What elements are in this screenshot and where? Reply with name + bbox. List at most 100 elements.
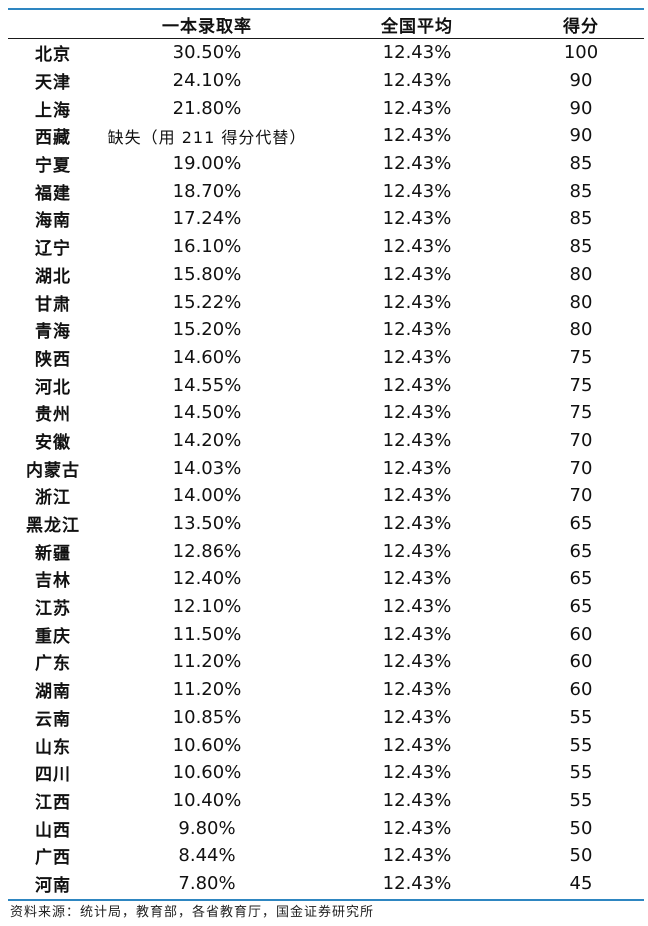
cell-province: 广西 [35, 848, 71, 869]
table-row: 广西 8.44% 12.43% 50 [8, 842, 644, 870]
cell-rate: 10.60% [172, 762, 242, 784]
cell-province: 海南 [35, 211, 71, 232]
cell-average: 12.43% [382, 651, 452, 673]
cell-average: 12.43% [382, 540, 452, 562]
cell-score: 80 [569, 291, 593, 313]
cell-average: 12.43% [382, 457, 452, 479]
cell-rate: 缺失（用 211 得分代替） [107, 127, 307, 147]
cell-score: 80 [569, 263, 593, 285]
cell-province: 河北 [35, 377, 71, 398]
cell-average: 12.43% [382, 817, 452, 839]
cell-average: 12.43% [382, 208, 452, 230]
cell-average: 12.43% [382, 485, 452, 507]
cell-rate: 14.60% [172, 346, 242, 368]
table-top-rule [8, 8, 644, 10]
cell-rate: 8.44% [178, 845, 236, 867]
cell-rate: 14.50% [172, 402, 242, 424]
cell-province: 江西 [35, 792, 71, 813]
cell-province: 山西 [35, 820, 71, 841]
header-average: 全国平均 [381, 16, 453, 37]
cell-average: 12.43% [382, 236, 452, 258]
cell-province: 辽宁 [35, 239, 71, 260]
cell-province: 河南 [35, 875, 71, 896]
cell-province: 山东 [35, 737, 71, 758]
cell-province: 福建 [35, 183, 71, 204]
cell-average: 12.43% [382, 374, 452, 396]
cell-province: 重庆 [35, 626, 71, 647]
cell-province: 青海 [35, 322, 71, 343]
header-score: 得分 [563, 16, 599, 37]
cell-average: 12.43% [382, 319, 452, 341]
cell-average: 12.43% [382, 706, 452, 728]
cell-rate: 7.80% [178, 872, 236, 894]
cell-score: 70 [569, 429, 593, 451]
cell-average: 12.43% [382, 346, 452, 368]
cell-rate: 9.80% [178, 817, 236, 839]
table-row: 浙江 14.00% 12.43% 70 [8, 482, 644, 510]
table-row: 河南 7.80% 12.43% 45 [8, 870, 644, 898]
cell-average: 12.43% [382, 872, 452, 894]
cell-rate: 12.40% [172, 568, 242, 590]
cell-rate: 10.60% [172, 734, 242, 756]
cell-average: 12.43% [382, 125, 452, 147]
cell-score: 55 [569, 789, 593, 811]
table-row: 山东 10.60% 12.43% 55 [8, 731, 644, 759]
cell-score: 75 [569, 402, 593, 424]
table-row: 云南 10.85% 12.43% 55 [8, 704, 644, 732]
cell-province: 浙江 [35, 488, 71, 509]
header-rate: 一本录取率 [162, 16, 252, 37]
table-row: 吉林 12.40% 12.43% 65 [8, 565, 644, 593]
table-row: 福建 18.70% 12.43% 85 [8, 177, 644, 205]
table-row: 海南 17.24% 12.43% 85 [8, 205, 644, 233]
cell-province: 宁夏 [35, 156, 71, 177]
cell-rate: 10.40% [172, 789, 242, 811]
cell-average: 12.43% [382, 291, 452, 313]
cell-average: 12.43% [382, 679, 452, 701]
table-row: 江苏 12.10% 12.43% 65 [8, 593, 644, 621]
table-row: 广东 11.20% 12.43% 60 [8, 648, 644, 676]
cell-score: 75 [569, 374, 593, 396]
table-row: 陕西 14.60% 12.43% 75 [8, 344, 644, 372]
cell-score: 85 [569, 208, 593, 230]
cell-score: 65 [569, 513, 593, 535]
cell-average: 12.43% [382, 762, 452, 784]
table-row: 甘肃 15.22% 12.43% 80 [8, 288, 644, 316]
cell-rate: 24.10% [172, 70, 242, 92]
table-row: 安徽 14.20% 12.43% 70 [8, 427, 644, 455]
cell-average: 12.43% [382, 734, 452, 756]
cell-rate: 16.10% [172, 236, 242, 258]
cell-rate: 11.20% [172, 679, 242, 701]
cell-score: 75 [569, 346, 593, 368]
table-bottom-rule [8, 899, 644, 902]
cell-score: 90 [569, 70, 593, 92]
table-body: 北京 30.50% 12.43% 100 天津 24.10% 12.43% 90 上海 21.80… [8, 39, 644, 897]
cell-average: 12.43% [382, 263, 452, 285]
table-header-row: 一本录取率 全国平均 得分 [8, 10, 644, 39]
table-row: 河北 14.55% 12.43% 75 [8, 371, 644, 399]
cell-province: 上海 [35, 100, 71, 121]
cell-score: 55 [569, 762, 593, 784]
cell-province: 湖南 [35, 682, 71, 703]
cell-average: 12.43% [382, 596, 452, 618]
table-row: 宁夏 19.00% 12.43% 85 [8, 150, 644, 178]
cell-province: 北京 [35, 45, 71, 66]
cell-score: 85 [569, 180, 593, 202]
table-row: 贵州 14.50% 12.43% 75 [8, 399, 644, 427]
cell-rate: 15.22% [172, 291, 242, 313]
cell-score: 90 [569, 125, 593, 147]
cell-score: 50 [569, 845, 593, 867]
cell-province: 内蒙古 [26, 460, 80, 481]
cell-province: 云南 [35, 709, 71, 730]
cell-score: 100 [563, 42, 599, 64]
cell-score: 80 [569, 319, 593, 341]
cell-score: 60 [569, 651, 593, 673]
cell-rate: 14.00% [172, 485, 242, 507]
cell-score: 60 [569, 679, 593, 701]
table-row: 青海 15.20% 12.43% 80 [8, 316, 644, 344]
cell-rate: 30.50% [172, 42, 242, 64]
cell-rate: 10.85% [172, 706, 242, 728]
cell-province: 陕西 [35, 349, 71, 370]
cell-average: 12.43% [382, 70, 452, 92]
cell-rate: 21.80% [172, 97, 242, 119]
cell-average: 12.43% [382, 513, 452, 535]
